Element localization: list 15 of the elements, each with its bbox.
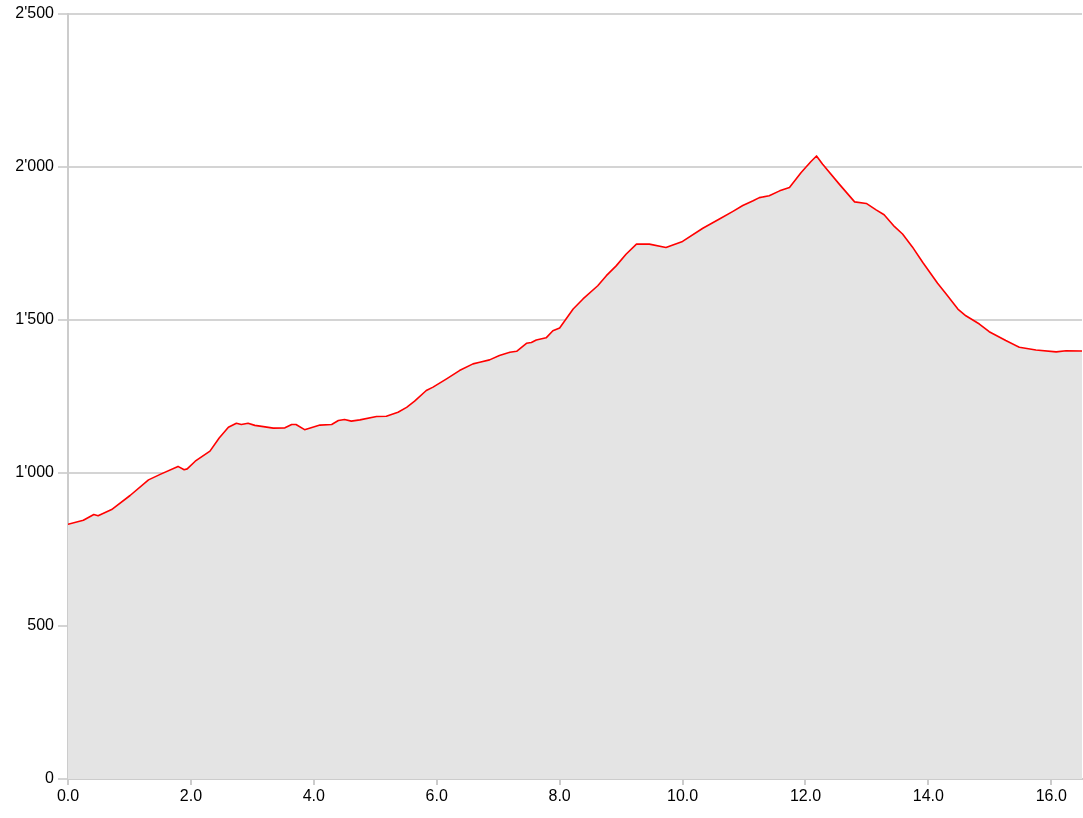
x-tick-label: 12.0 (789, 787, 822, 805)
x-tick-label: 6.0 (425, 787, 448, 805)
x-tick-label: 10.0 (666, 787, 699, 805)
y-tick-label: 500 (27, 616, 55, 634)
y-tick-label: 2'500 (15, 4, 55, 22)
y-tick-label: 1'500 (15, 310, 55, 328)
x-tick-label: 16.0 (1035, 787, 1067, 805)
y-tick-label: 1'000 (15, 463, 55, 481)
x-tick-label: 0.0 (56, 787, 80, 805)
y-tick-label: 0 (45, 769, 55, 787)
x-tick-label: 14.0 (912, 787, 945, 805)
x-tick-label: 2.0 (179, 787, 203, 805)
x-tick-label: 8.0 (548, 787, 571, 805)
x-tick-label: 4.0 (302, 787, 326, 805)
y-tick-label: 2'000 (15, 157, 55, 175)
